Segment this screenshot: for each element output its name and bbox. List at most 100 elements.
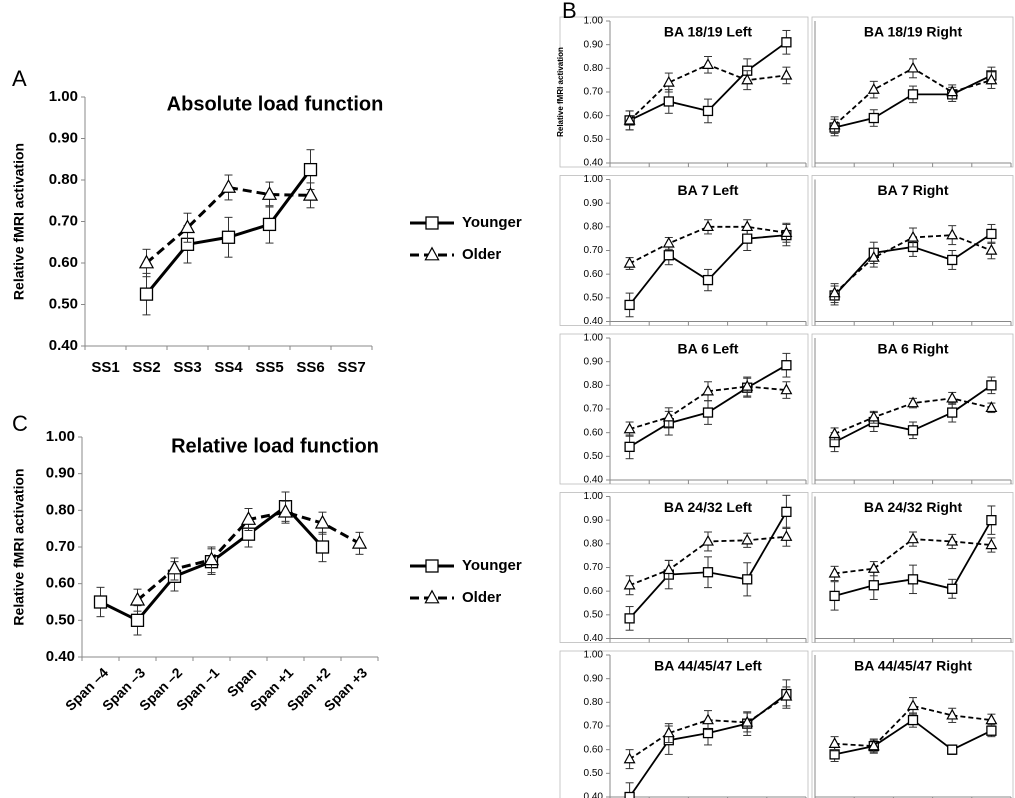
- data-point: [907, 532, 919, 544]
- x-tick-label: SS7: [337, 359, 365, 376]
- data-point: [662, 236, 675, 248]
- data-point: [624, 613, 635, 624]
- data-point: [907, 230, 919, 242]
- legend-label: Older: [462, 246, 501, 263]
- panel-frame: [811, 492, 1014, 643]
- chart-title: BA 7 Right: [877, 182, 948, 198]
- y-tick-label: 0.90: [584, 515, 604, 526]
- x-tick-label: SS1: [91, 359, 119, 376]
- data-point: [662, 410, 675, 422]
- data-point: [741, 73, 754, 85]
- y-tick-label: 0.90: [584, 39, 604, 50]
- chart-title: BA 24/32 Left: [664, 499, 753, 515]
- x-tick-label: SS6: [296, 359, 324, 376]
- y-tick-label: 0.60: [584, 744, 604, 755]
- legend-marker: [425, 216, 439, 230]
- data-point: [907, 89, 919, 100]
- panel-letter: B: [562, 0, 577, 23]
- data-point: [780, 68, 793, 80]
- data-point: [867, 562, 880, 573]
- data-point: [907, 425, 919, 436]
- y-tick-label: 0.70: [584, 562, 604, 573]
- y-tick-label: 0.60: [584, 110, 604, 121]
- data-point: [303, 162, 318, 177]
- data-point: [129, 591, 146, 606]
- chart-title: Absolute load function: [167, 93, 384, 115]
- y-tick-label: 0.40: [584, 633, 604, 644]
- data-point: [314, 514, 331, 529]
- data-point: [867, 739, 880, 751]
- chart-title: BA 18/19 Left: [664, 24, 753, 40]
- legend-marker: [424, 246, 440, 261]
- data-point: [829, 590, 840, 602]
- data-point: [662, 726, 675, 738]
- data-point: [702, 274, 714, 286]
- y-axis-label: Relative fMRI activation: [556, 47, 565, 137]
- data-point: [947, 407, 958, 418]
- y-tick-label: 0.90: [584, 198, 604, 209]
- panel-frame: [559, 650, 809, 798]
- data-point: [868, 112, 879, 124]
- data-point: [986, 515, 997, 526]
- data-point: [781, 506, 792, 518]
- data-point: [351, 534, 368, 549]
- data-point: [986, 725, 997, 736]
- data-point: [867, 250, 880, 262]
- data-point: [907, 714, 919, 726]
- y-tick-label: 0.90: [584, 673, 604, 684]
- data-point: [985, 713, 998, 725]
- data-point: [130, 613, 145, 627]
- y-tick-label: 0.40: [584, 475, 604, 486]
- data-point: [781, 360, 792, 371]
- y-tick-label: 0.90: [49, 129, 78, 146]
- data-point: [702, 105, 714, 117]
- data-point: [985, 73, 998, 85]
- data-point: [986, 380, 997, 391]
- data-point: [780, 530, 793, 541]
- y-tick-label: 1.00: [49, 88, 78, 105]
- data-point: [742, 233, 753, 244]
- data-point: [947, 254, 958, 266]
- data-point: [166, 560, 183, 575]
- y-axis-label: Relative fMRI activation: [11, 468, 27, 625]
- y-axis-label: Relative fMRI activation: [11, 143, 27, 300]
- data-point: [741, 220, 754, 232]
- panel-letter: C: [12, 411, 28, 436]
- data-point: [662, 75, 675, 87]
- data-point: [277, 503, 294, 518]
- data-point: [780, 383, 793, 395]
- y-tick-label: 0.40: [584, 316, 604, 327]
- y-tick-label: 0.50: [584, 768, 604, 779]
- data-point: [624, 791, 635, 798]
- y-tick-label: 0.60: [49, 254, 78, 271]
- data-point: [623, 113, 636, 125]
- data-point: [702, 534, 714, 546]
- data-point: [663, 250, 674, 261]
- legend-marker: [425, 559, 439, 573]
- data-point: [946, 228, 959, 240]
- y-tick-label: 0.80: [584, 221, 604, 232]
- y-tick-label: 0.80: [584, 380, 604, 391]
- y-tick-label: 0.50: [584, 609, 604, 620]
- y-tick-label: 0.80: [584, 63, 604, 74]
- chart-title: BA 44/45/47 Right: [854, 658, 972, 674]
- data-point: [907, 699, 919, 711]
- x-tick-label: SS4: [214, 359, 243, 376]
- y-tick-label: 1.00: [584, 491, 604, 502]
- legend-marker: [424, 589, 440, 604]
- y-tick-label: 0.50: [46, 611, 75, 628]
- y-tick-label: 0.40: [584, 158, 604, 169]
- chart-title: BA 6 Left: [678, 341, 739, 357]
- data-point: [741, 379, 754, 391]
- data-point: [985, 401, 998, 413]
- panel-frame: [559, 492, 809, 643]
- chart-title: BA 6 Right: [877, 341, 948, 357]
- chart-title: BA 44/45/47 Left: [654, 658, 762, 674]
- y-tick-label: 0.60: [46, 575, 75, 592]
- data-point: [947, 583, 958, 594]
- y-tick-label: 0.90: [46, 465, 75, 482]
- data-point: [946, 534, 959, 546]
- y-tick-label: 0.90: [584, 356, 604, 367]
- panel-frame: [559, 175, 809, 326]
